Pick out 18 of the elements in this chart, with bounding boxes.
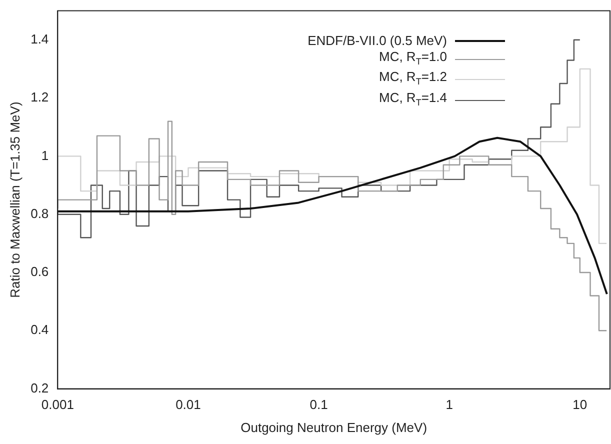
x-tick-label: 0.1 <box>310 397 328 412</box>
y-tick-label: 0.4 <box>30 322 49 338</box>
x-tick-label: 0.01 <box>176 397 201 412</box>
legend-label: MC, R$_{T}$=1.4 <box>378 90 447 110</box>
y-tick-label: 0.2 <box>30 380 49 396</box>
x-tick-label: 10 <box>572 397 588 412</box>
legend-label: MC, R$_{T}$=1.2 <box>378 69 447 89</box>
legend-label: MC, R$_{T}$=1.0 <box>378 48 447 68</box>
legend-label: ENDF/B-VII.0 (0.5 MeV) <box>308 32 447 49</box>
y-axis-title: Ratio to Maxwellian (T=1.35 MeV) <box>7 102 22 298</box>
y-tick-label: 1.2 <box>30 90 49 105</box>
x-axis-title: Outgoing Neutron Energy (MeV) <box>240 420 428 435</box>
y-tick-label: 1.4 <box>30 31 49 46</box>
x-tick-label: 0.001 <box>41 397 74 412</box>
y-tick-label: 0.6 <box>30 264 49 280</box>
y-tick-label: 0.8 <box>30 206 49 221</box>
y-tick-label: 1 <box>41 148 49 163</box>
x-tick-label: 1 <box>446 397 453 412</box>
